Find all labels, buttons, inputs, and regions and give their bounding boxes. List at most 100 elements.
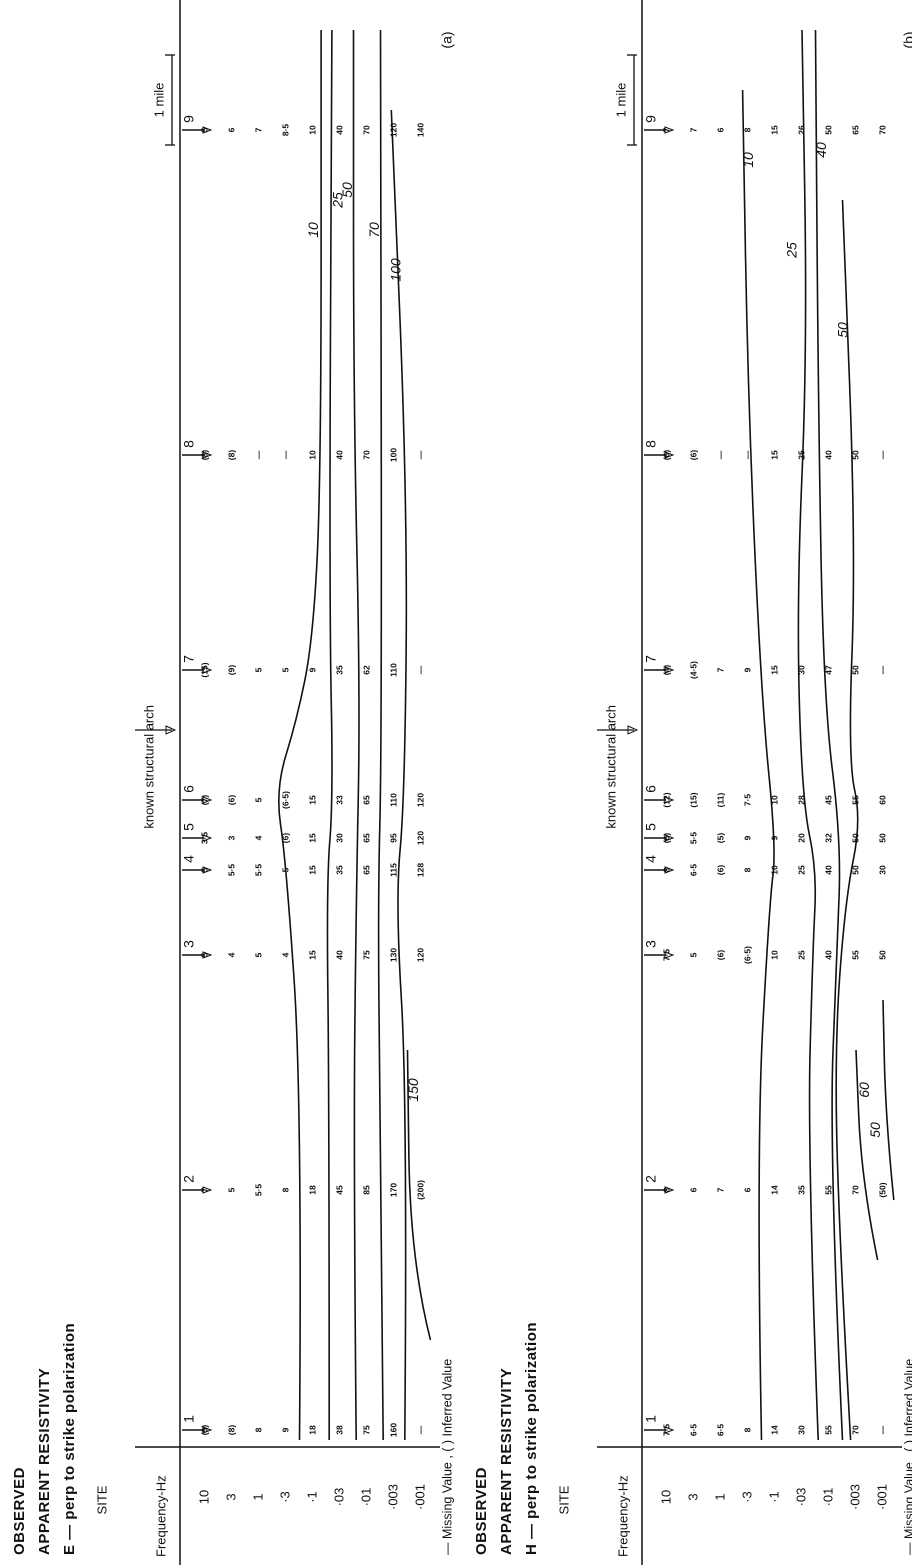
resistivity-value: 70 [850, 1185, 860, 1195]
resistivity-value: 47 [823, 665, 833, 675]
resistivity-value: 140 [415, 123, 425, 137]
resistivity-value: 5 [199, 867, 209, 872]
resistivity-value: 8 [661, 867, 671, 872]
resistivity-value: — [877, 450, 887, 459]
resistivity-value: 15 [307, 795, 317, 805]
resistivity-value: 65 [361, 795, 371, 805]
site-label: 8 [643, 440, 659, 448]
resistivity-value: 9 [307, 667, 317, 672]
resistivity-value: 35 [334, 865, 344, 875]
resistivity-value: 18 [307, 1185, 317, 1195]
panel-title: OBSERVED [11, 1467, 28, 1555]
resistivity-value: 10 [307, 450, 317, 460]
resistivity-value: (6·5) [742, 946, 752, 964]
contour-label: 10 [740, 152, 756, 168]
resistivity-value: 10 [769, 795, 779, 805]
resistivity-value: — [415, 450, 425, 459]
resistivity-value: — [877, 665, 887, 674]
contour-label: 60 [856, 1082, 872, 1098]
site-arrow [202, 1426, 213, 1434]
resistivity-value: (6) [280, 833, 290, 844]
site-label: 2 [643, 1175, 659, 1183]
contour-line [406, 1049, 432, 1341]
resistivity-value: 35 [796, 1185, 806, 1195]
contour-label: 50 [339, 182, 355, 198]
resistivity-value: 4 [253, 835, 263, 840]
resistivity-value: 4 [226, 952, 236, 957]
resistivity-value: — [280, 450, 290, 459]
resistivity-value: 8 [253, 1427, 263, 1432]
resistivity-value: 40 [823, 450, 833, 460]
contour-line [855, 1049, 879, 1261]
resistivity-value: 5·5 [688, 832, 698, 845]
site-label: 9 [643, 115, 659, 123]
resistivity-value: 26 [796, 125, 806, 135]
arch-arrowhead [165, 725, 177, 735]
resistivity-value: 50 [850, 833, 860, 843]
resistivity-value: 4 [280, 952, 290, 957]
resistivity-value: 45 [334, 1185, 344, 1195]
contour-label: 100 [387, 258, 403, 282]
resistivity-value: 30 [877, 865, 887, 875]
site-arrow [664, 666, 675, 674]
resistivity-value: 50 [877, 950, 887, 960]
resistivity-value: 9 [742, 835, 752, 840]
resistivity-value: 50 [823, 125, 833, 135]
site-arrow [202, 126, 213, 134]
resistivity-value: 5 [253, 797, 263, 802]
resistivity-value: 40 [823, 950, 833, 960]
contour-line [278, 30, 322, 1441]
resistivity-value: 6 [742, 1187, 752, 1192]
resistivity-value: 7 [715, 667, 725, 672]
resistivity-value: 85 [361, 1185, 371, 1195]
resistivity-value: 7 [199, 1187, 209, 1192]
site-label: 6 [643, 785, 659, 793]
resistivity-value: (12) [661, 792, 671, 807]
resistivity-value: 130 [388, 948, 398, 962]
resistivity-value: 35 [334, 665, 344, 675]
site-label: 8 [181, 440, 197, 448]
resistivity-value: 7 [688, 127, 698, 132]
resistivity-value: 100 [388, 448, 398, 462]
resistivity-value: 6·5 [715, 1424, 725, 1437]
contour-line [377, 29, 384, 1441]
resistivity-value: 55 [823, 1425, 833, 1435]
site-label: 1 [643, 1415, 659, 1423]
resistivity-value: 33 [334, 795, 344, 805]
resistivity-value: 10 [769, 950, 779, 960]
resistivity-value: 120 [415, 831, 425, 845]
resistivity-value: 160 [388, 1423, 398, 1437]
resistivity-value: 38 [334, 1425, 344, 1435]
site-label: 1 [181, 1415, 197, 1423]
frequency-label: ·003 [847, 1484, 862, 1510]
site-label: 9 [181, 115, 197, 123]
resistivity-value: (5) [715, 833, 725, 844]
resistivity-value: 40 [823, 865, 833, 875]
site-arrow [202, 666, 213, 674]
resistivity-value: 28 [796, 795, 806, 805]
site-label: 2 [181, 1175, 197, 1183]
resistivity-value: 50 [877, 833, 887, 843]
resistivity-value: 7·5 [742, 794, 752, 807]
legend: — Missing Value , ( ) Inferred Value [440, 1359, 454, 1555]
contour-label: 50 [835, 322, 851, 338]
resistivity-value: 65 [361, 865, 371, 875]
frequency-label: ·01 [820, 1488, 835, 1507]
contour-line [814, 29, 844, 1441]
frequency-label: ·003 [385, 1484, 400, 1510]
resistivity-value: 8 [742, 867, 752, 872]
site-label: 7 [181, 655, 197, 663]
contour-line [797, 29, 819, 1441]
resistivity-value: 110 [388, 663, 398, 677]
resistivity-value: (6) [661, 450, 671, 461]
resistivity-value: 30 [796, 1425, 806, 1435]
resistivity-value: 30 [334, 833, 344, 843]
resistivity-value: 50 [850, 865, 860, 875]
site-arrow [202, 451, 213, 459]
resistivity-value: (6) [688, 450, 698, 461]
resistivity-value: 9 [280, 1427, 290, 1432]
resistivity-value: 8 [280, 1187, 290, 1192]
panel-label: (a) [439, 31, 455, 48]
resistivity-value: 6·5 [688, 864, 698, 877]
panel-title: APPARENT RESISTIVITY [36, 1368, 53, 1555]
